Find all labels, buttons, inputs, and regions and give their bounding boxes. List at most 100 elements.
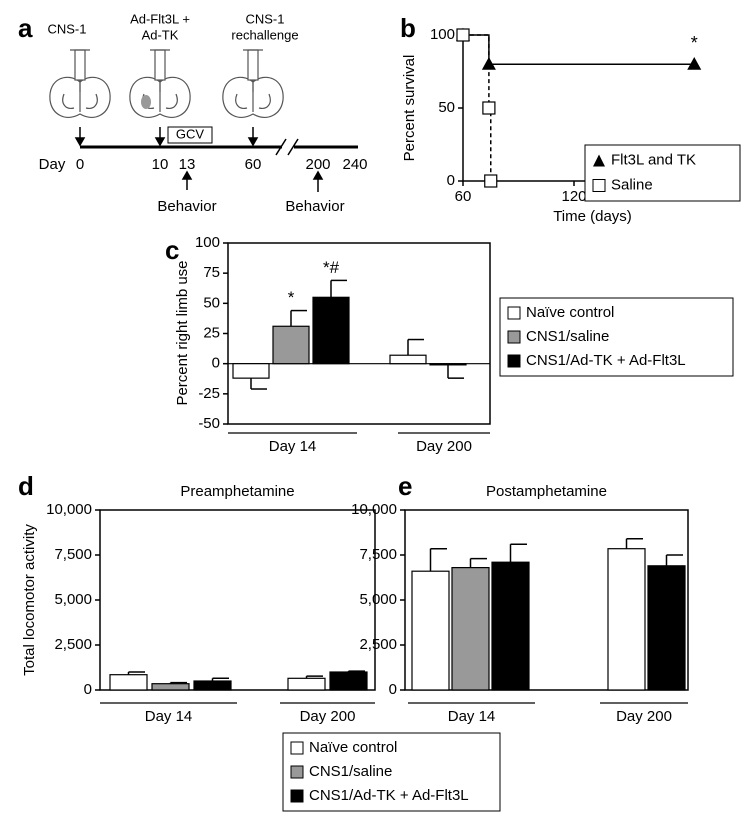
point bbox=[481, 56, 496, 70]
gcv-box bbox=[167, 126, 213, 144]
bar bbox=[232, 363, 270, 379]
legend-label: CNS1/Ad-TK + Ad-Flt3L bbox=[309, 787, 469, 804]
significance: *# bbox=[323, 258, 340, 277]
bar bbox=[411, 570, 450, 691]
injection-label: CNS-1 bbox=[245, 11, 284, 26]
y-tick-label: 0 bbox=[447, 172, 455, 189]
bar bbox=[193, 680, 232, 691]
bar bbox=[151, 683, 190, 691]
legend-swatch bbox=[507, 354, 521, 368]
survival-line bbox=[463, 34, 695, 65]
x-tick-label: 60 bbox=[455, 188, 472, 205]
significance: * bbox=[288, 288, 295, 307]
timeline-tick-label: 240 bbox=[342, 156, 367, 173]
x-tick-label: Day 14 bbox=[145, 708, 193, 725]
legend-swatch bbox=[290, 789, 304, 803]
bar bbox=[287, 677, 326, 691]
y-tick-label: 100 bbox=[195, 234, 220, 251]
legend-box bbox=[499, 297, 734, 377]
y-tick-label: 50 bbox=[203, 294, 220, 311]
bar bbox=[451, 566, 490, 691]
y-tick-label: 5,000 bbox=[54, 591, 92, 608]
y-tick-label: 50 bbox=[438, 99, 455, 116]
point bbox=[456, 28, 470, 42]
significance: * bbox=[691, 33, 698, 53]
x-tick-label: Day 14 bbox=[448, 708, 496, 725]
x-tick-label: Day 200 bbox=[416, 438, 472, 455]
legend-label: Naïve control bbox=[309, 739, 397, 756]
timeline-tick-label: 0 bbox=[76, 156, 84, 173]
injection-label: Ad-TK bbox=[142, 27, 179, 42]
chart-title: Postamphetamine bbox=[486, 483, 607, 500]
legend-label: Naïve control bbox=[526, 304, 614, 321]
behavior-label: Behavior bbox=[285, 198, 344, 215]
injection-label: CNS-1 bbox=[47, 21, 86, 36]
point bbox=[687, 56, 702, 70]
x-tick-label: Day 200 bbox=[616, 708, 672, 725]
timeline-tick-label: 200 bbox=[305, 156, 330, 173]
bar bbox=[272, 325, 310, 365]
bar bbox=[109, 674, 148, 691]
treatment-label: GCV bbox=[176, 126, 205, 141]
bar bbox=[607, 548, 646, 691]
x-axis-label: Time (days) bbox=[553, 208, 632, 225]
timeline-tick-label: 13 bbox=[179, 156, 196, 173]
legend-swatch bbox=[290, 765, 304, 779]
bar bbox=[491, 561, 530, 691]
legend-box bbox=[282, 732, 501, 812]
bar bbox=[429, 363, 467, 366]
chart-title: Preamphetamine bbox=[180, 483, 294, 500]
timeline-tick-label: 60 bbox=[245, 156, 262, 173]
panel-letter: e bbox=[398, 471, 412, 501]
legend-swatch bbox=[593, 154, 605, 167]
panel-letter: a bbox=[18, 13, 33, 43]
y-axis-label: Percent right limb use bbox=[174, 260, 191, 405]
plot-frame bbox=[99, 509, 376, 691]
y-tick-label: 2,500 bbox=[54, 636, 92, 653]
plot-frame bbox=[227, 242, 491, 425]
panel-letter: b bbox=[400, 13, 416, 43]
y-axis-label: Percent survival bbox=[401, 55, 418, 162]
legend-swatch bbox=[290, 741, 304, 755]
legend-box bbox=[584, 144, 741, 202]
legend-swatch bbox=[507, 306, 521, 320]
y-tick-label: 5,000 bbox=[359, 591, 397, 608]
x-tick-label: 120 bbox=[561, 188, 586, 205]
injection-label: rechallenge bbox=[231, 27, 298, 42]
y-tick-label: 0 bbox=[389, 681, 397, 698]
legend-swatch bbox=[507, 330, 521, 344]
legend-label: CNS1/saline bbox=[309, 763, 392, 780]
bar bbox=[329, 671, 368, 691]
legend-swatch bbox=[592, 179, 606, 192]
y-tick-label: 7,500 bbox=[359, 546, 397, 563]
bar bbox=[312, 296, 350, 365]
bar bbox=[389, 354, 427, 365]
y-tick-label: 75 bbox=[203, 264, 220, 281]
behavior-label: Behavior bbox=[157, 198, 216, 215]
y-axis-label: Total locomotor activity bbox=[21, 524, 38, 676]
y-tick-label: 0 bbox=[84, 681, 92, 698]
legend-label: CNS1/saline bbox=[526, 328, 609, 345]
timeline-art bbox=[49, 49, 284, 118]
y-tick-label: 10,000 bbox=[46, 501, 92, 518]
x-tick-label: Day 14 bbox=[269, 438, 317, 455]
panel-letter: c bbox=[165, 235, 179, 265]
y-tick-label: 0 bbox=[212, 355, 220, 372]
timeline-tick-label: 10 bbox=[152, 156, 169, 173]
x-tick-label: Day 200 bbox=[300, 708, 356, 725]
bar bbox=[647, 565, 686, 691]
y-tick-label: 100 bbox=[430, 26, 455, 43]
timeline-axis-label: Day bbox=[39, 156, 66, 173]
point bbox=[484, 174, 498, 188]
legend-label: Saline bbox=[611, 176, 653, 193]
point bbox=[482, 101, 496, 115]
y-tick-label: 7,500 bbox=[54, 546, 92, 563]
timeline-arrows bbox=[74, 127, 324, 192]
y-tick-label: -50 bbox=[198, 415, 220, 432]
y-tick-label: -25 bbox=[198, 385, 220, 402]
y-tick-label: 2,500 bbox=[359, 636, 397, 653]
legend-label: Flt3L and TK bbox=[611, 151, 696, 168]
legend-label: CNS1/Ad-TK + Ad-Flt3L bbox=[526, 352, 686, 369]
panel-letter: d bbox=[18, 471, 34, 501]
